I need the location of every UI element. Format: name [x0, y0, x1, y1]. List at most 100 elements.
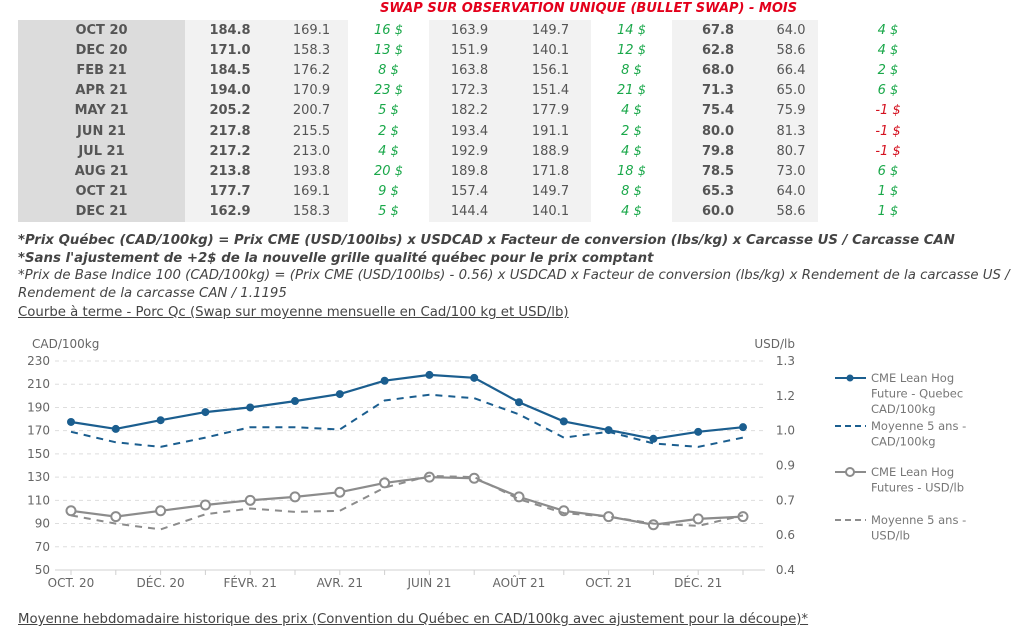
value-cell: 163.9 [429, 20, 510, 41]
data-point [201, 408, 210, 417]
difference-cell: 4 $ [591, 141, 672, 162]
swap-table-title: SWAP SUR OBSERVATION UNIQUE (BULLET SWAP… [380, 1, 798, 16]
value-cell: 151.4 [510, 80, 591, 101]
table-row: JUL 21 217.2 213.0 4 $192.9 188.9 4 $79.8 80.7… [18, 141, 958, 162]
value-cell: 188.9 [510, 141, 591, 162]
value-cell: 79.8 [672, 141, 764, 162]
value-cell: 62.8 [672, 40, 764, 61]
y2-tick-label: 0.4 [776, 563, 795, 577]
x-tick-label: FÉVR. 21 [223, 575, 277, 590]
y-tick-label: 190 [27, 400, 50, 414]
legend-marker-icon [845, 467, 855, 477]
table-row: JUN 21 217.8 215.5 2 $193.4 191.1 2 $80.0 81.3… [18, 120, 958, 142]
legend-label: CME Lean Hog [871, 465, 954, 479]
y-tick-label: 70 [35, 540, 50, 554]
value-cell: 64.0 [764, 20, 818, 41]
footnote-prix-base: *Prix de Base Indice 100 (CAD/100kg) = (… [18, 268, 1010, 283]
data-point [65, 505, 77, 517]
value-cell: 60.0 [672, 201, 764, 222]
data-point [515, 398, 523, 407]
value-cell: 184.8 [185, 20, 275, 41]
value-cell: 217.8 [185, 120, 275, 142]
legend-label: Future - Quebec [871, 387, 963, 401]
month-cell: FEB 21 [18, 60, 185, 81]
value-cell: 67.8 [672, 20, 764, 41]
legend-label: CAD/100kg [871, 402, 936, 416]
value-cell: 144.4 [429, 201, 510, 222]
difference-cell: 2 $ [818, 60, 958, 81]
difference-cell: 4 $ [591, 100, 672, 121]
value-cell: 217.2 [185, 141, 275, 162]
value-cell: 177.9 [510, 100, 591, 121]
table-row: DEC 20 171.0 158.3 13 $151.9 140.1 12 $62.8 58… [18, 40, 958, 61]
difference-cell: 23 $ [348, 80, 429, 101]
difference-cell: 2 $ [591, 120, 672, 142]
month-cell: AUG 21 [18, 161, 185, 182]
axes: 230 210 190 170 150 130 110 90 70 50 1.3 1.2 1.0 0.9 0… [27, 337, 795, 590]
x-tick-label: OCT. 20 [48, 576, 95, 590]
data-point [694, 427, 703, 436]
y2-tick-label: 0.9 [776, 459, 795, 473]
data-point [425, 370, 434, 379]
data-point [199, 499, 211, 511]
value-cell: 58.6 [764, 201, 818, 222]
y-tick-label: 50 [35, 563, 50, 577]
series-line-0 [70, 373, 744, 440]
value-cell: 156.1 [510, 60, 591, 81]
chart-section-title: Courbe à terme - Porc Qc (Swap sur moyen… [18, 305, 569, 320]
value-cell: 177.7 [185, 181, 275, 202]
difference-cell: 8 $ [591, 181, 672, 202]
value-cell: 200.7 [275, 100, 348, 121]
data-point [334, 486, 346, 498]
value-cell: 80.0 [672, 120, 764, 142]
value-cell: 58.6 [764, 40, 818, 61]
data-point [559, 417, 568, 426]
data-point [110, 511, 122, 523]
legend-item: CME Lean Hog Futures - USD/lb [835, 465, 964, 495]
y2-tick-label: 1.3 [776, 354, 795, 368]
value-cell: 215.5 [275, 120, 348, 142]
data-point [379, 477, 391, 489]
series-line-3 [70, 474, 744, 531]
value-cell: 189.8 [429, 161, 510, 182]
x-tick-label: JUIN 21 [406, 576, 451, 590]
y2-axis-title: USD/lb [754, 337, 795, 351]
legend-marker-icon [846, 374, 854, 382]
swap-table: OCT 20 184.8 169.1 16 $163.9 149.7 14 $67.8 64… [18, 20, 958, 222]
legend-label: Futures - USD/lb [871, 481, 964, 495]
y-tick-label: 230 [27, 354, 50, 368]
y-tick-label: 150 [27, 447, 50, 461]
value-cell: 213.0 [275, 141, 348, 162]
bottom-section-title: Moyenne hebdomadaire historique des prix… [18, 612, 809, 627]
value-cell: 172.3 [429, 80, 510, 101]
value-cell: 73.0 [764, 161, 818, 182]
y-tick-label: 130 [27, 470, 50, 484]
value-cell: 65.3 [672, 181, 764, 202]
value-cell: 171.8 [510, 161, 591, 182]
data-point [289, 491, 301, 503]
data-point [156, 416, 165, 425]
month-cell: MAY 21 [18, 100, 185, 121]
data-point [737, 511, 749, 523]
month-cell: JUN 21 [18, 120, 185, 142]
value-cell: 184.5 [185, 60, 275, 81]
footnotes: *Prix Québec (CAD/100kg) = Prix CME (USD… [18, 232, 1010, 302]
difference-cell: -1 $ [818, 141, 958, 162]
data-point [244, 494, 256, 506]
legend-label: Moyenne 5 ans - [871, 513, 966, 527]
value-cell: 194.0 [185, 80, 275, 101]
y2-tick-label: 0.6 [776, 528, 795, 542]
difference-cell: 8 $ [591, 60, 672, 81]
value-cell: 140.1 [510, 201, 591, 222]
x-tick-label: OCT. 21 [585, 576, 632, 590]
month-cell: APR 21 [18, 80, 185, 101]
difference-cell: 6 $ [818, 161, 958, 182]
legend-item: Moyenne 5 ans - USD/lb [835, 513, 966, 543]
value-cell: 149.7 [510, 20, 591, 41]
legend-label: CME Lean Hog [871, 371, 954, 385]
value-cell: 66.4 [764, 60, 818, 81]
value-cell: 64.0 [764, 181, 818, 202]
x-tick-label: DÉC. 20 [137, 575, 185, 590]
legend-label: USD/lb [871, 529, 910, 543]
